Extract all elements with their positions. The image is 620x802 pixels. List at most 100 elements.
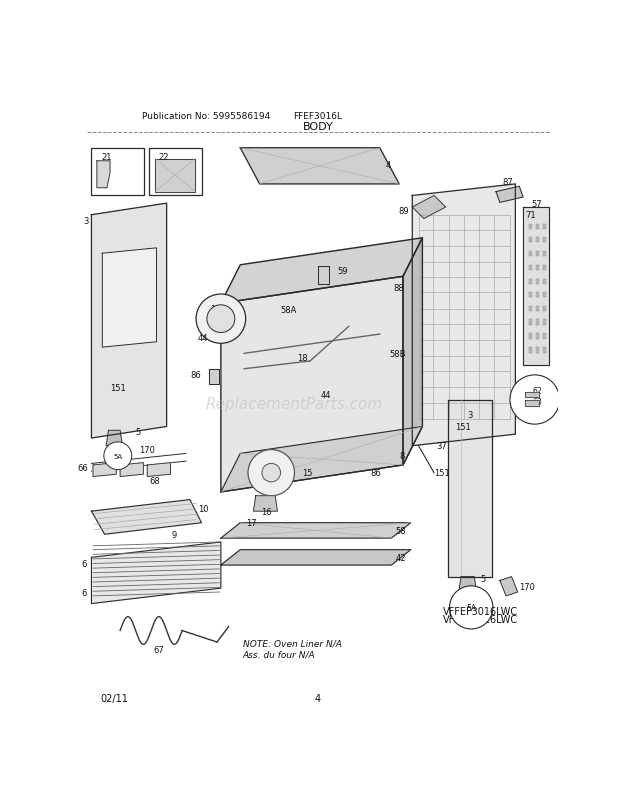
Polygon shape	[155, 160, 195, 192]
Text: 9: 9	[172, 530, 177, 539]
Polygon shape	[148, 463, 171, 477]
Polygon shape	[403, 238, 422, 465]
Text: VFFEF3016LWC: VFFEF3016LWC	[443, 606, 518, 617]
Text: VFFEF3016LWC: VFFEF3016LWC	[443, 614, 518, 624]
Text: BODY: BODY	[303, 122, 333, 132]
Text: 8: 8	[399, 452, 404, 460]
Text: 66: 66	[78, 464, 88, 472]
Text: 63: 63	[533, 398, 542, 407]
Polygon shape	[412, 196, 446, 219]
Text: 151: 151	[455, 423, 471, 431]
Text: 37: 37	[436, 442, 447, 451]
Bar	[536, 306, 539, 311]
Text: 16: 16	[261, 507, 272, 516]
Polygon shape	[97, 162, 110, 188]
Text: 71: 71	[526, 211, 536, 220]
Text: 59: 59	[337, 267, 348, 276]
Text: 5A: 5A	[466, 603, 476, 612]
Bar	[542, 293, 546, 298]
Text: 170: 170	[140, 445, 156, 455]
Text: 42: 42	[396, 553, 405, 562]
Circle shape	[262, 464, 280, 482]
Bar	[542, 306, 546, 311]
Bar	[536, 320, 539, 326]
Text: 58A: 58A	[280, 306, 297, 314]
Bar	[528, 348, 533, 353]
Text: 15: 15	[303, 468, 312, 477]
Polygon shape	[317, 267, 329, 285]
Bar	[542, 237, 546, 243]
Polygon shape	[120, 463, 143, 477]
Text: 6: 6	[81, 588, 87, 597]
Polygon shape	[496, 187, 523, 203]
Polygon shape	[448, 400, 492, 577]
Polygon shape	[221, 523, 410, 538]
Bar	[542, 348, 546, 353]
Text: 58B: 58B	[389, 350, 406, 358]
Text: Ass. du four N/A: Ass. du four N/A	[242, 650, 315, 659]
Bar	[536, 237, 539, 243]
Text: 5A: 5A	[113, 453, 122, 460]
Polygon shape	[102, 249, 156, 348]
Bar	[536, 279, 539, 285]
Text: 86: 86	[371, 468, 381, 477]
Bar	[536, 265, 539, 271]
Bar	[92, 148, 144, 196]
Text: 4: 4	[385, 161, 391, 170]
Polygon shape	[210, 369, 219, 385]
Bar	[536, 293, 539, 298]
Bar	[528, 252, 533, 257]
Circle shape	[450, 586, 493, 630]
Polygon shape	[92, 204, 167, 439]
Polygon shape	[221, 550, 410, 565]
Text: 57: 57	[531, 200, 542, 209]
Text: 17: 17	[246, 519, 257, 528]
Text: 5: 5	[136, 427, 141, 436]
Polygon shape	[221, 238, 422, 304]
Text: FFEF3016L: FFEF3016L	[293, 111, 342, 120]
Polygon shape	[221, 277, 403, 492]
Bar	[542, 279, 546, 285]
Text: 87: 87	[502, 178, 513, 187]
Text: 86: 86	[191, 371, 202, 379]
Polygon shape	[106, 431, 123, 446]
Bar	[528, 320, 533, 326]
Text: Publication No: 5995586194: Publication No: 5995586194	[142, 111, 270, 120]
Bar	[542, 320, 546, 326]
Text: 58: 58	[396, 526, 406, 535]
Bar	[542, 252, 546, 257]
Bar	[536, 348, 539, 353]
Text: 4: 4	[315, 694, 321, 703]
Text: ReplacementParts.com: ReplacementParts.com	[206, 396, 383, 411]
Text: 62: 62	[533, 387, 542, 395]
Text: 18: 18	[297, 353, 308, 363]
Text: 21: 21	[101, 152, 112, 161]
Polygon shape	[526, 392, 539, 398]
Polygon shape	[459, 577, 477, 592]
Text: 67: 67	[154, 646, 164, 654]
Text: 3: 3	[83, 217, 88, 226]
Text: 44: 44	[198, 334, 208, 343]
Circle shape	[196, 294, 246, 344]
Polygon shape	[93, 463, 117, 477]
Bar	[528, 237, 533, 243]
Text: 1: 1	[515, 391, 521, 401]
Text: 5: 5	[480, 575, 485, 584]
Circle shape	[510, 375, 559, 424]
Polygon shape	[412, 184, 515, 446]
Text: 170: 170	[520, 582, 535, 591]
Polygon shape	[526, 401, 539, 406]
Polygon shape	[92, 500, 202, 535]
Polygon shape	[241, 148, 399, 184]
Bar	[528, 306, 533, 311]
Polygon shape	[523, 208, 549, 366]
Text: NOTE: Oven Liner N/A: NOTE: Oven Liner N/A	[242, 639, 342, 648]
Text: 151: 151	[110, 384, 126, 393]
Bar	[528, 225, 533, 230]
Circle shape	[248, 450, 294, 496]
Text: 68: 68	[149, 476, 161, 485]
Bar	[536, 252, 539, 257]
Bar	[536, 334, 539, 339]
Text: 10: 10	[198, 504, 208, 514]
Bar	[528, 334, 533, 339]
